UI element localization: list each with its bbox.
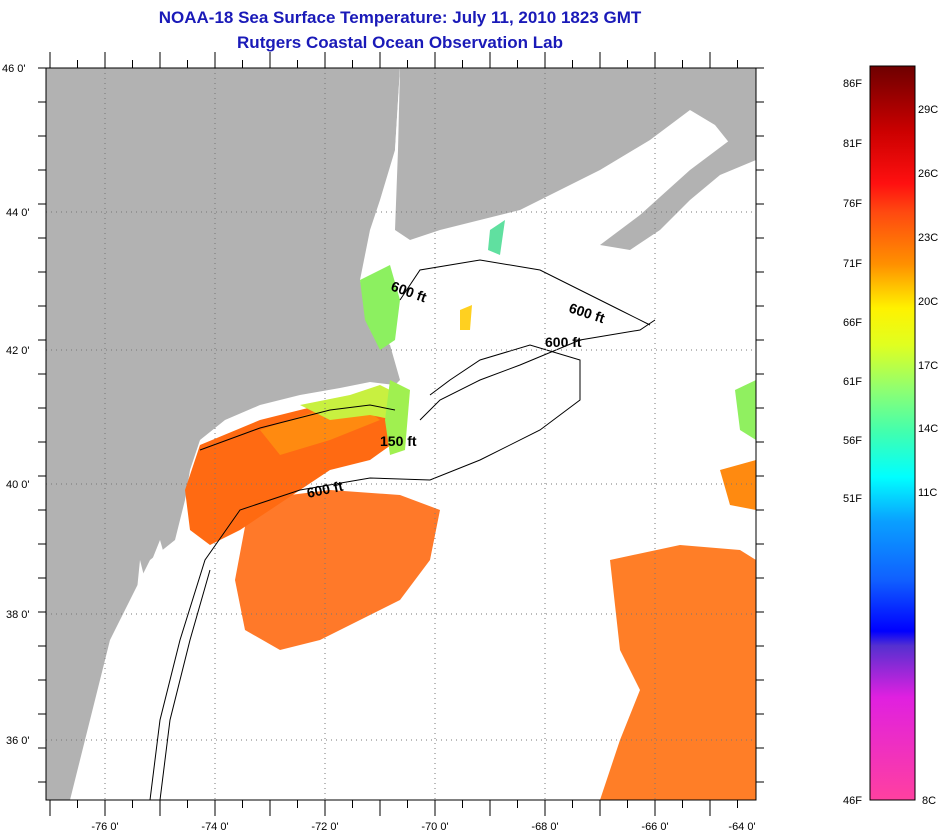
f-label: 81F — [843, 138, 862, 150]
c-label: 8C — [922, 795, 936, 807]
lon-label: -70 0' — [421, 821, 448, 833]
map-frame — [45, 67, 757, 801]
map-title: NOAA-18 Sea Surface Temperature: July 11… — [158, 8, 642, 27]
graticule — [46, 68, 756, 800]
lat-label: 40 0' — [6, 479, 30, 491]
lat-label: 44 0' — [6, 207, 30, 219]
f-label: 66F — [843, 317, 862, 329]
c-label: 14C — [918, 423, 938, 435]
f-label: 61F — [843, 376, 862, 388]
colorbar — [869, 65, 916, 801]
f-label: 86F — [843, 78, 862, 90]
colorbar-f-labels: 86F 81F 76F 71F 66F 61F 56F 51F 46F — [843, 78, 862, 807]
lon-label: -76 0' — [91, 821, 118, 833]
map-subtitle: Rutgers Coastal Ocean Observation Lab — [237, 33, 563, 52]
lon-axis-labels: -76 0' -74 0' -72 0' -70 0' -68 0' -66 0… — [91, 821, 755, 833]
lon-label: -74 0' — [201, 821, 228, 833]
c-label: 23C — [918, 232, 938, 244]
lon-label: -72 0' — [311, 821, 338, 833]
lat-label: 36 0' — [6, 735, 30, 747]
c-label: 17C — [918, 360, 938, 372]
lon-label: -66 0' — [641, 821, 668, 833]
lat-label: 46 0' — [2, 63, 26, 75]
f-label: 76F — [843, 198, 862, 210]
lon-label: -64 0' — [728, 821, 755, 833]
us-landmass — [46, 68, 400, 800]
c-label: 11C — [918, 487, 937, 499]
f-label: 56F — [843, 435, 862, 447]
lat-label: 42 0' — [6, 345, 30, 357]
contour-label: 600 ft — [545, 334, 582, 350]
lat-axis-labels: 46 0' 44 0' 42 0' 40 0' 38 0' 36 0' — [2, 63, 30, 747]
lat-label: 38 0' — [6, 609, 30, 621]
contour-label: 150 ft — [380, 433, 417, 449]
c-label: 29C — [918, 104, 938, 116]
colorbar-c-labels: 29C 26C 23C 20C 17C 14C 11C 8C — [918, 104, 938, 807]
canada-landmass — [395, 68, 756, 250]
contour-150ft — [199, 404, 396, 451]
c-label: 20C — [918, 296, 938, 308]
lon-label: -68 0' — [531, 821, 558, 833]
contour-label: 600 ft — [305, 478, 344, 501]
contour-600ft — [149, 344, 581, 800]
f-label: 46F — [843, 795, 862, 807]
f-label: 71F — [843, 258, 862, 270]
f-label: 51F — [843, 493, 862, 505]
c-label: 26C — [918, 168, 938, 180]
